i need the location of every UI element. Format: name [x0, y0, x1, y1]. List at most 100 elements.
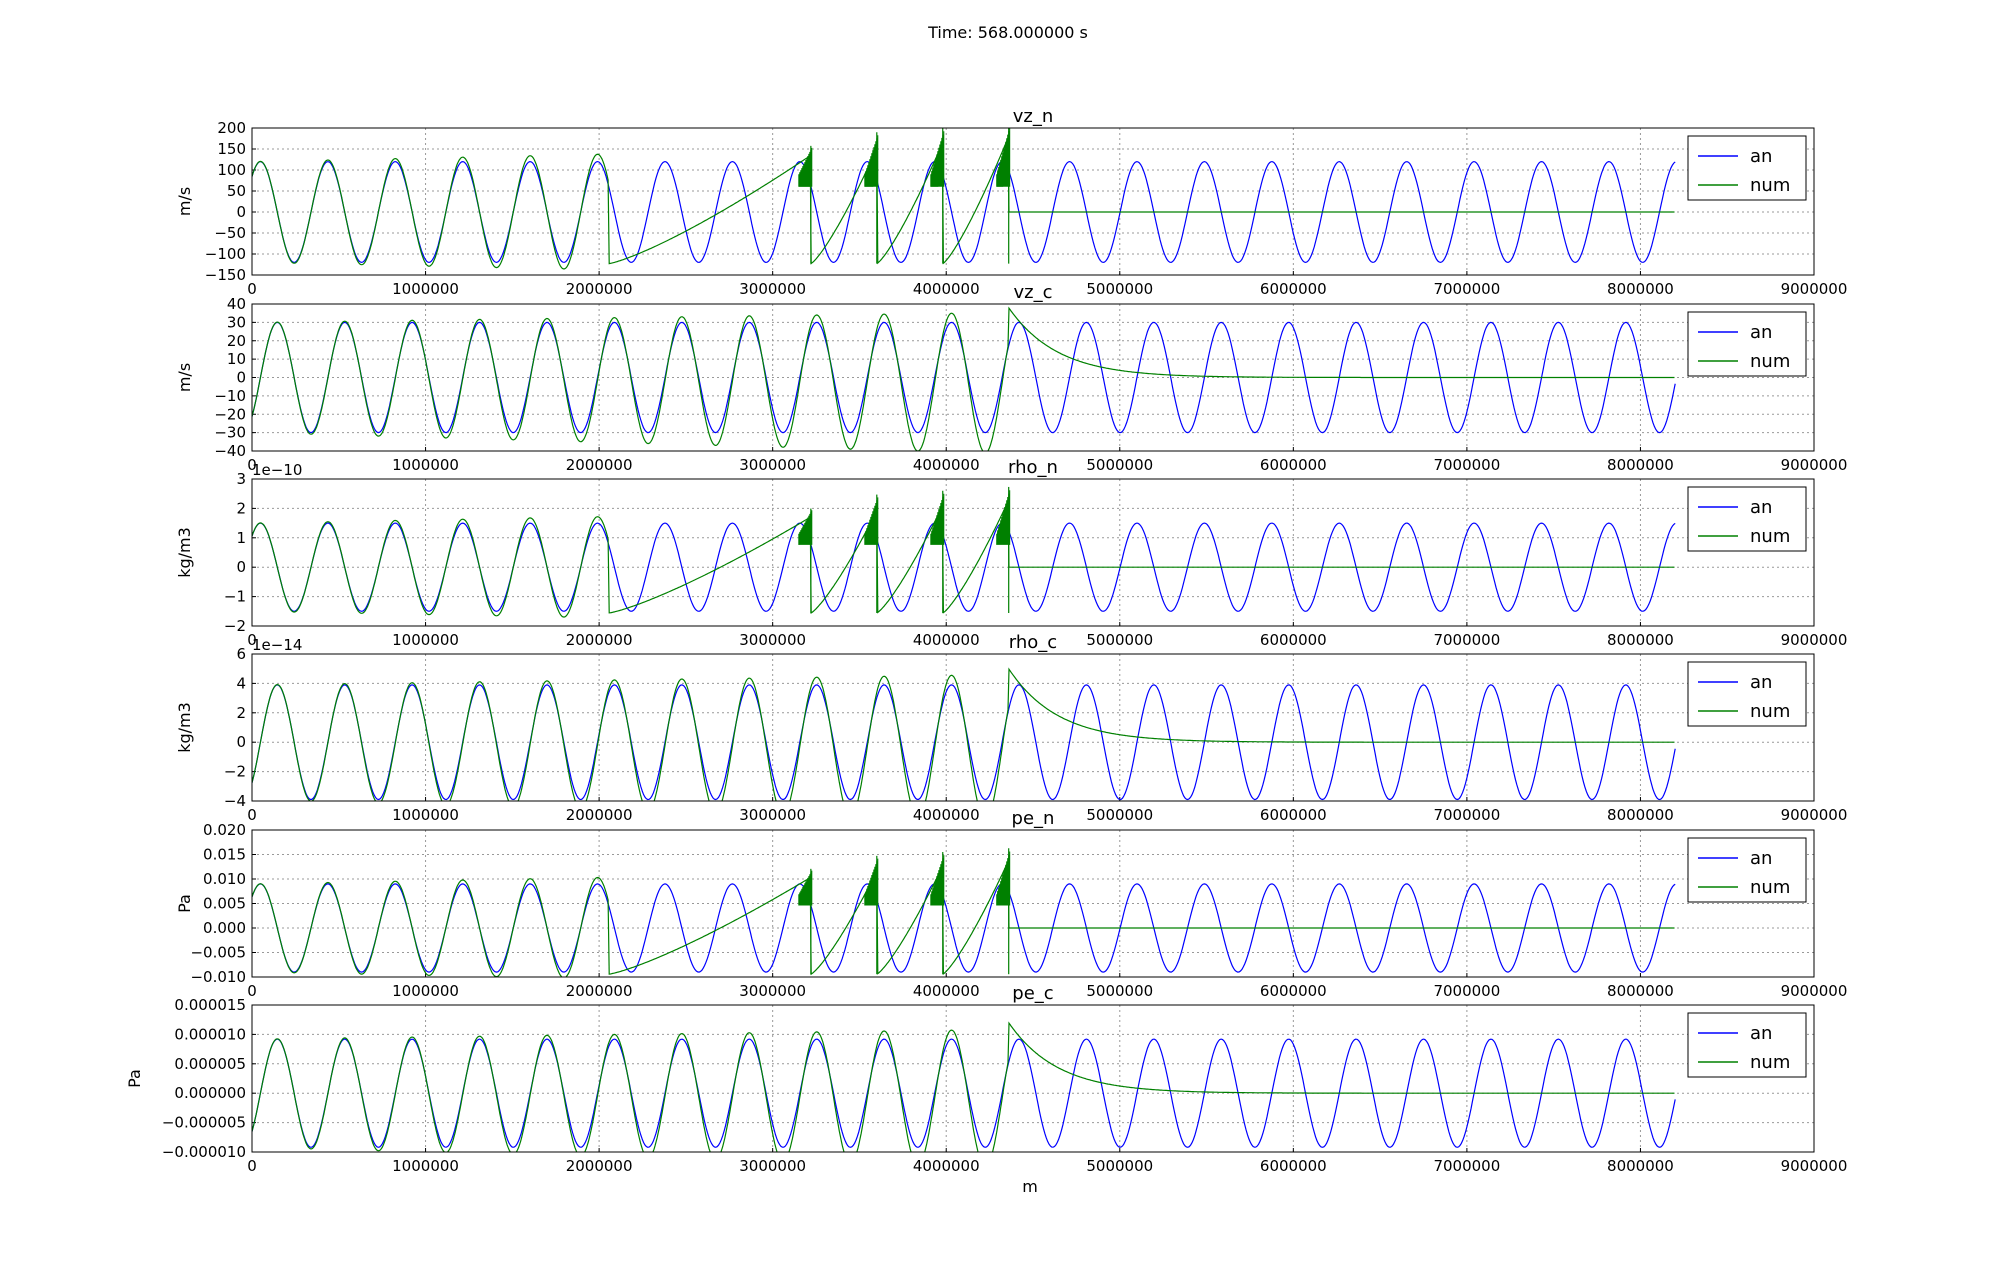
x-tick-label: 0: [247, 1157, 257, 1175]
x-tick-label: 3000000: [739, 456, 806, 474]
x-tick-label: 6000000: [1260, 1157, 1327, 1175]
x-tick-label: 3000000: [739, 1157, 806, 1175]
x-tick-label: 9000000: [1781, 982, 1848, 1000]
legend-label-an: an: [1750, 1023, 1772, 1044]
shock-burst: [798, 510, 813, 545]
y-tick-label: −0.005: [190, 944, 246, 962]
y-tick-label: −100: [205, 245, 246, 263]
series-an-line: [252, 160, 1676, 264]
figure-suptitle: Time: 568.000000 s: [927, 23, 1088, 42]
x-tick-label: 3000000: [739, 631, 806, 649]
y-offset-label: 1e−10: [252, 461, 302, 479]
panel-title: vz_c: [1014, 282, 1053, 303]
y-axis-label: kg/m3: [175, 527, 194, 578]
axes-frame: [251, 478, 1815, 627]
legend-label-an: an: [1750, 497, 1772, 518]
shock-burst: [798, 870, 813, 906]
y-tick-label: −30: [214, 424, 246, 442]
shock-burst: [864, 135, 879, 187]
y-tick-label: 0: [236, 203, 246, 221]
x-tick-label: 5000000: [1086, 806, 1153, 824]
x-tick-label: 6000000: [1260, 280, 1327, 298]
y-tick-label: 0.015: [203, 846, 246, 864]
legend-label-an: an: [1750, 672, 1772, 693]
axes-frame: [251, 127, 1815, 276]
shock-burst: [930, 493, 945, 545]
y-tick-label: 2: [236, 499, 246, 517]
x-tick-label: 9000000: [1781, 456, 1848, 474]
x-tick-label: 2000000: [566, 631, 633, 649]
panel-vz_n: 0 1000000 2000000 3000000 4000000 5000000 6000…: [175, 106, 1847, 298]
legend-label-num: num: [1750, 701, 1790, 722]
series-num-line: [252, 306, 1675, 451]
y-axis-label: kg/m3: [175, 702, 194, 753]
x-tick-label: 0: [247, 982, 257, 1000]
x-tick-label: 0: [247, 631, 257, 649]
panel-title: pe_n: [1012, 808, 1055, 829]
x-tick-label: 6000000: [1260, 982, 1327, 1000]
y-axis-label: Pa: [125, 1069, 144, 1088]
legend: an num: [1687, 1012, 1807, 1078]
x-tick-label: 0: [247, 456, 257, 474]
y-tick-label: −2: [224, 617, 246, 635]
shock-burst: [996, 128, 1011, 187]
x-tick-label: 7000000: [1433, 982, 1500, 1000]
y-tick-label: 150: [217, 140, 246, 158]
y-tick-label: −50: [214, 224, 246, 242]
x-tick-label: 5000000: [1086, 280, 1153, 298]
x-tick-label: 3000000: [739, 280, 806, 298]
shock-burst: [930, 855, 945, 906]
x-tick-label: 1000000: [392, 280, 459, 298]
x-tick-label: 8000000: [1607, 631, 1674, 649]
shock-burst: [864, 858, 879, 906]
y-tick-label: 1: [236, 529, 246, 547]
y-tick-label: 20: [227, 332, 246, 350]
x-tick-label: 6000000: [1260, 456, 1327, 474]
panel-pe_c: 0 1000000 2000000 3000000 4000000 5000000 6000…: [125, 983, 1847, 1175]
x-tick-label: 5000000: [1086, 456, 1153, 474]
x-tick-label: 2000000: [566, 456, 633, 474]
panel-title: pe_c: [1012, 983, 1053, 1004]
x-tick-label: 0: [247, 280, 257, 298]
shock-burst: [996, 490, 1011, 545]
y-axis-label: m/s: [175, 187, 194, 216]
x-tick-label: 1000000: [392, 1157, 459, 1175]
panel-title: rho_c: [1009, 632, 1057, 653]
x-tick-label: 5000000: [1086, 631, 1153, 649]
x-tick-label: 4000000: [913, 982, 980, 1000]
x-tick-label: 4000000: [913, 631, 980, 649]
panel-rho_c: 0 1000000 2000000 3000000 4000000 5000000 6000…: [175, 632, 1847, 824]
x-tick-label: 2000000: [566, 982, 633, 1000]
y-tick-label: 0.005: [203, 895, 246, 913]
y-tick-label: −1: [224, 588, 246, 606]
series-an-line: [252, 883, 1676, 973]
y-tick-label: −0.000005: [162, 1114, 246, 1132]
legend-label-num: num: [1750, 526, 1790, 547]
x-tick-label: 3000000: [739, 806, 806, 824]
shock-burst: [798, 147, 813, 187]
y-tick-label: 0.000: [203, 919, 246, 937]
shock-burst: [864, 497, 879, 545]
y-tick-label: 4: [236, 674, 246, 692]
x-tick-label: 7000000: [1433, 631, 1500, 649]
y-tick-label: −0.010: [190, 968, 246, 986]
panels: 0 1000000 2000000 3000000 4000000 5000000 6000…: [125, 106, 1847, 1175]
y-tick-label: 6: [236, 645, 246, 663]
x-tick-label: 1000000: [392, 806, 459, 824]
legend: an num: [1687, 661, 1807, 727]
y-tick-label: −20: [214, 405, 246, 423]
x-tick-label: 6000000: [1260, 806, 1327, 824]
y-tick-label: 50: [227, 182, 246, 200]
series-num-line: [252, 1021, 1675, 1152]
series-num-line: [252, 861, 1675, 977]
panel-pe_n: 0 1000000 2000000 3000000 4000000 5000000 6000…: [175, 808, 1847, 1000]
x-tick-label: 2000000: [566, 806, 633, 824]
legend: an num: [1687, 135, 1807, 201]
x-tick-label: 7000000: [1433, 1157, 1500, 1175]
legend-label-num: num: [1750, 1052, 1790, 1073]
x-tick-label: 1000000: [392, 982, 459, 1000]
x-tick-label: 1000000: [392, 631, 459, 649]
y-tick-label: 0.000010: [174, 1025, 246, 1043]
x-tick-label: 4000000: [913, 456, 980, 474]
